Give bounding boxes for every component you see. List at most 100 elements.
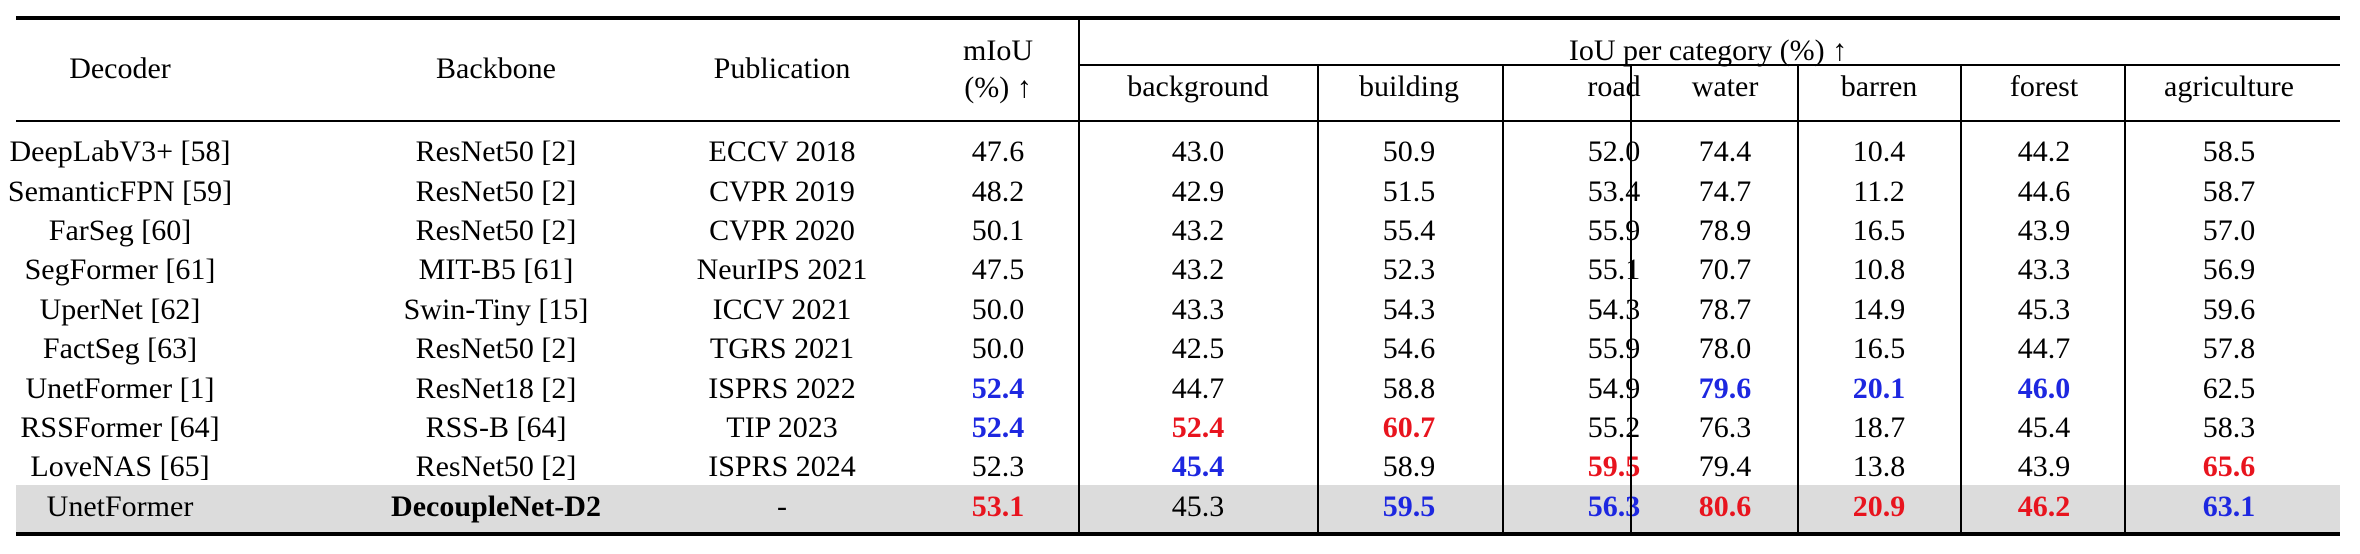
publication-cell: CVPR 2019 bbox=[709, 175, 855, 208]
iou-cell-agriculture: 56.9 bbox=[2202, 253, 2256, 286]
column-separator bbox=[1317, 64, 1319, 532]
header-category-agriculture: agriculture bbox=[2164, 70, 2294, 103]
iou-cell-background: 43.2 bbox=[1171, 253, 1225, 286]
iou-cell-building: 59.5 bbox=[1382, 490, 1436, 523]
iou-cell-background: 43.0 bbox=[1171, 135, 1225, 168]
iou-cell-water: 74.4 bbox=[1698, 135, 1752, 168]
miou-cell: 52.4 bbox=[971, 411, 1025, 444]
iou-cell-barren: 14.9 bbox=[1852, 293, 1906, 326]
iou-cell-building: 52.3 bbox=[1382, 253, 1436, 286]
iou-cell-road: 53.4 bbox=[1587, 175, 1641, 208]
decoder-cell: SemanticFPN [59] bbox=[7, 175, 233, 208]
iou-cell-barren: 13.8 bbox=[1852, 450, 1906, 483]
iou-cell-water: 70.7 bbox=[1698, 253, 1752, 286]
iou-cell-water: 79.4 bbox=[1698, 450, 1752, 483]
iou-cell-water: 78.9 bbox=[1698, 214, 1752, 247]
iou-cell-water: 78.7 bbox=[1698, 293, 1752, 326]
iou-cell-road: 54.9 bbox=[1587, 372, 1641, 405]
iou-cell-agriculture: 65.6 bbox=[2202, 450, 2256, 483]
backbone-cell: ResNet50 [2] bbox=[415, 135, 577, 168]
header-category-road: road bbox=[1587, 70, 1641, 103]
iou-cell-agriculture: 57.8 bbox=[2202, 332, 2256, 365]
backbone-cell: ResNet18 [2] bbox=[415, 372, 577, 405]
publication-cell: CVPR 2020 bbox=[709, 214, 855, 247]
header-iou-group: IoU per category (%) ↑ bbox=[1568, 34, 1848, 67]
iou-cell-forest: 43.9 bbox=[2017, 450, 2071, 483]
miou-cell: 47.6 bbox=[971, 135, 1025, 168]
decoder-cell: UnetFormer [1] bbox=[25, 372, 215, 405]
iou-cell-road: 55.9 bbox=[1587, 332, 1641, 365]
header-category-water: water bbox=[1691, 70, 1759, 103]
backbone-cell: RSS-B [64] bbox=[425, 411, 567, 444]
decoder-cell: SegFormer [61] bbox=[24, 253, 216, 286]
decoder-cell: LoveNAS [65] bbox=[30, 450, 210, 483]
header-category-background: background bbox=[1127, 70, 1269, 103]
iou-cell-barren: 18.7 bbox=[1852, 411, 1906, 444]
iou-cell-building: 54.6 bbox=[1382, 332, 1436, 365]
iou-cell-road: 55.2 bbox=[1587, 411, 1641, 444]
iou-cell-background: 44.7 bbox=[1171, 372, 1225, 405]
iou-cell-forest: 44.2 bbox=[2017, 135, 2071, 168]
iou-cell-barren: 10.4 bbox=[1852, 135, 1906, 168]
iou-cell-agriculture: 57.0 bbox=[2202, 214, 2256, 247]
iou-cell-agriculture: 63.1 bbox=[2202, 490, 2256, 523]
iou-cell-building: 58.8 bbox=[1382, 372, 1436, 405]
iou-cell-forest: 46.2 bbox=[2017, 490, 2071, 523]
iou-cell-barren: 11.2 bbox=[1853, 175, 1905, 208]
iou-cell-forest: 45.3 bbox=[2017, 293, 2071, 326]
header-publication: Publication bbox=[713, 52, 851, 85]
iou-cell-agriculture: 58.7 bbox=[2202, 175, 2256, 208]
miou-cell: 52.3 bbox=[971, 450, 1025, 483]
header-category-barren: barren bbox=[1840, 70, 1918, 103]
iou-cell-road: 55.9 bbox=[1587, 214, 1641, 247]
backbone-cell: ResNet50 [2] bbox=[415, 214, 577, 247]
iou-cell-forest: 43.9 bbox=[2017, 214, 2071, 247]
header-rule bbox=[16, 120, 2340, 122]
highlighted-row-background bbox=[16, 485, 2340, 532]
iou-cell-background: 42.9 bbox=[1171, 175, 1225, 208]
column-separator bbox=[1797, 64, 1799, 532]
iou-cell-agriculture: 58.5 bbox=[2202, 135, 2256, 168]
miou-cell: 52.4 bbox=[971, 372, 1025, 405]
miou-cell: 48.2 bbox=[971, 175, 1025, 208]
iou-cell-water: 76.3 bbox=[1698, 411, 1752, 444]
miou-cell: 53.1 bbox=[971, 490, 1025, 523]
publication-cell: ISPRS 2022 bbox=[708, 372, 856, 405]
miou-cell: 50.0 bbox=[971, 293, 1025, 326]
backbone-cell: Swin-Tiny [15] bbox=[403, 293, 589, 326]
backbone-cell: ResNet50 [2] bbox=[415, 450, 577, 483]
publication-cell: TGRS 2021 bbox=[709, 332, 855, 365]
iou-cell-background: 45.3 bbox=[1171, 490, 1225, 523]
iou-cell-background: 45.4 bbox=[1171, 450, 1225, 483]
header-decoder: Decoder bbox=[69, 52, 171, 85]
publication-cell: ECCV 2018 bbox=[708, 135, 856, 168]
bottom-rule bbox=[16, 532, 2340, 536]
iou-cell-forest: 43.3 bbox=[2017, 253, 2071, 286]
iou-cell-agriculture: 58.3 bbox=[2202, 411, 2256, 444]
decoder-cell: DeepLabV3+ [58] bbox=[9, 135, 231, 168]
header-backbone: Backbone bbox=[436, 52, 556, 85]
iou-cell-water: 74.7 bbox=[1698, 175, 1752, 208]
column-separator bbox=[1502, 64, 1504, 532]
backbone-cell: ResNet50 [2] bbox=[415, 175, 577, 208]
backbone-cell: ResNet50 [2] bbox=[415, 332, 577, 365]
iou-cell-road: 52.0 bbox=[1587, 135, 1641, 168]
iou-cell-building: 60.7 bbox=[1382, 411, 1436, 444]
backbone-cell: DecoupleNet-D2 bbox=[391, 490, 601, 523]
iou-cell-building: 51.5 bbox=[1382, 175, 1436, 208]
iou-cell-building: 58.9 bbox=[1382, 450, 1436, 483]
iou-cell-building: 54.3 bbox=[1382, 293, 1436, 326]
iou-cell-background: 52.4 bbox=[1171, 411, 1225, 444]
column-separator bbox=[1960, 64, 1962, 532]
iou-cell-forest: 44.6 bbox=[2017, 175, 2071, 208]
iou-cell-building: 55.4 bbox=[1382, 214, 1436, 247]
iou-cell-forest: 46.0 bbox=[2017, 372, 2071, 405]
decoder-cell: RSSFormer [64] bbox=[20, 411, 220, 444]
top-rule bbox=[16, 16, 2340, 20]
iou-cell-road: 56.3 bbox=[1587, 490, 1641, 523]
iou-cell-background: 43.2 bbox=[1171, 214, 1225, 247]
column-separator bbox=[1078, 20, 1080, 532]
iou-cell-forest: 45.4 bbox=[2017, 411, 2071, 444]
miou-cell: 50.1 bbox=[971, 214, 1025, 247]
column-separator bbox=[2124, 64, 2126, 532]
